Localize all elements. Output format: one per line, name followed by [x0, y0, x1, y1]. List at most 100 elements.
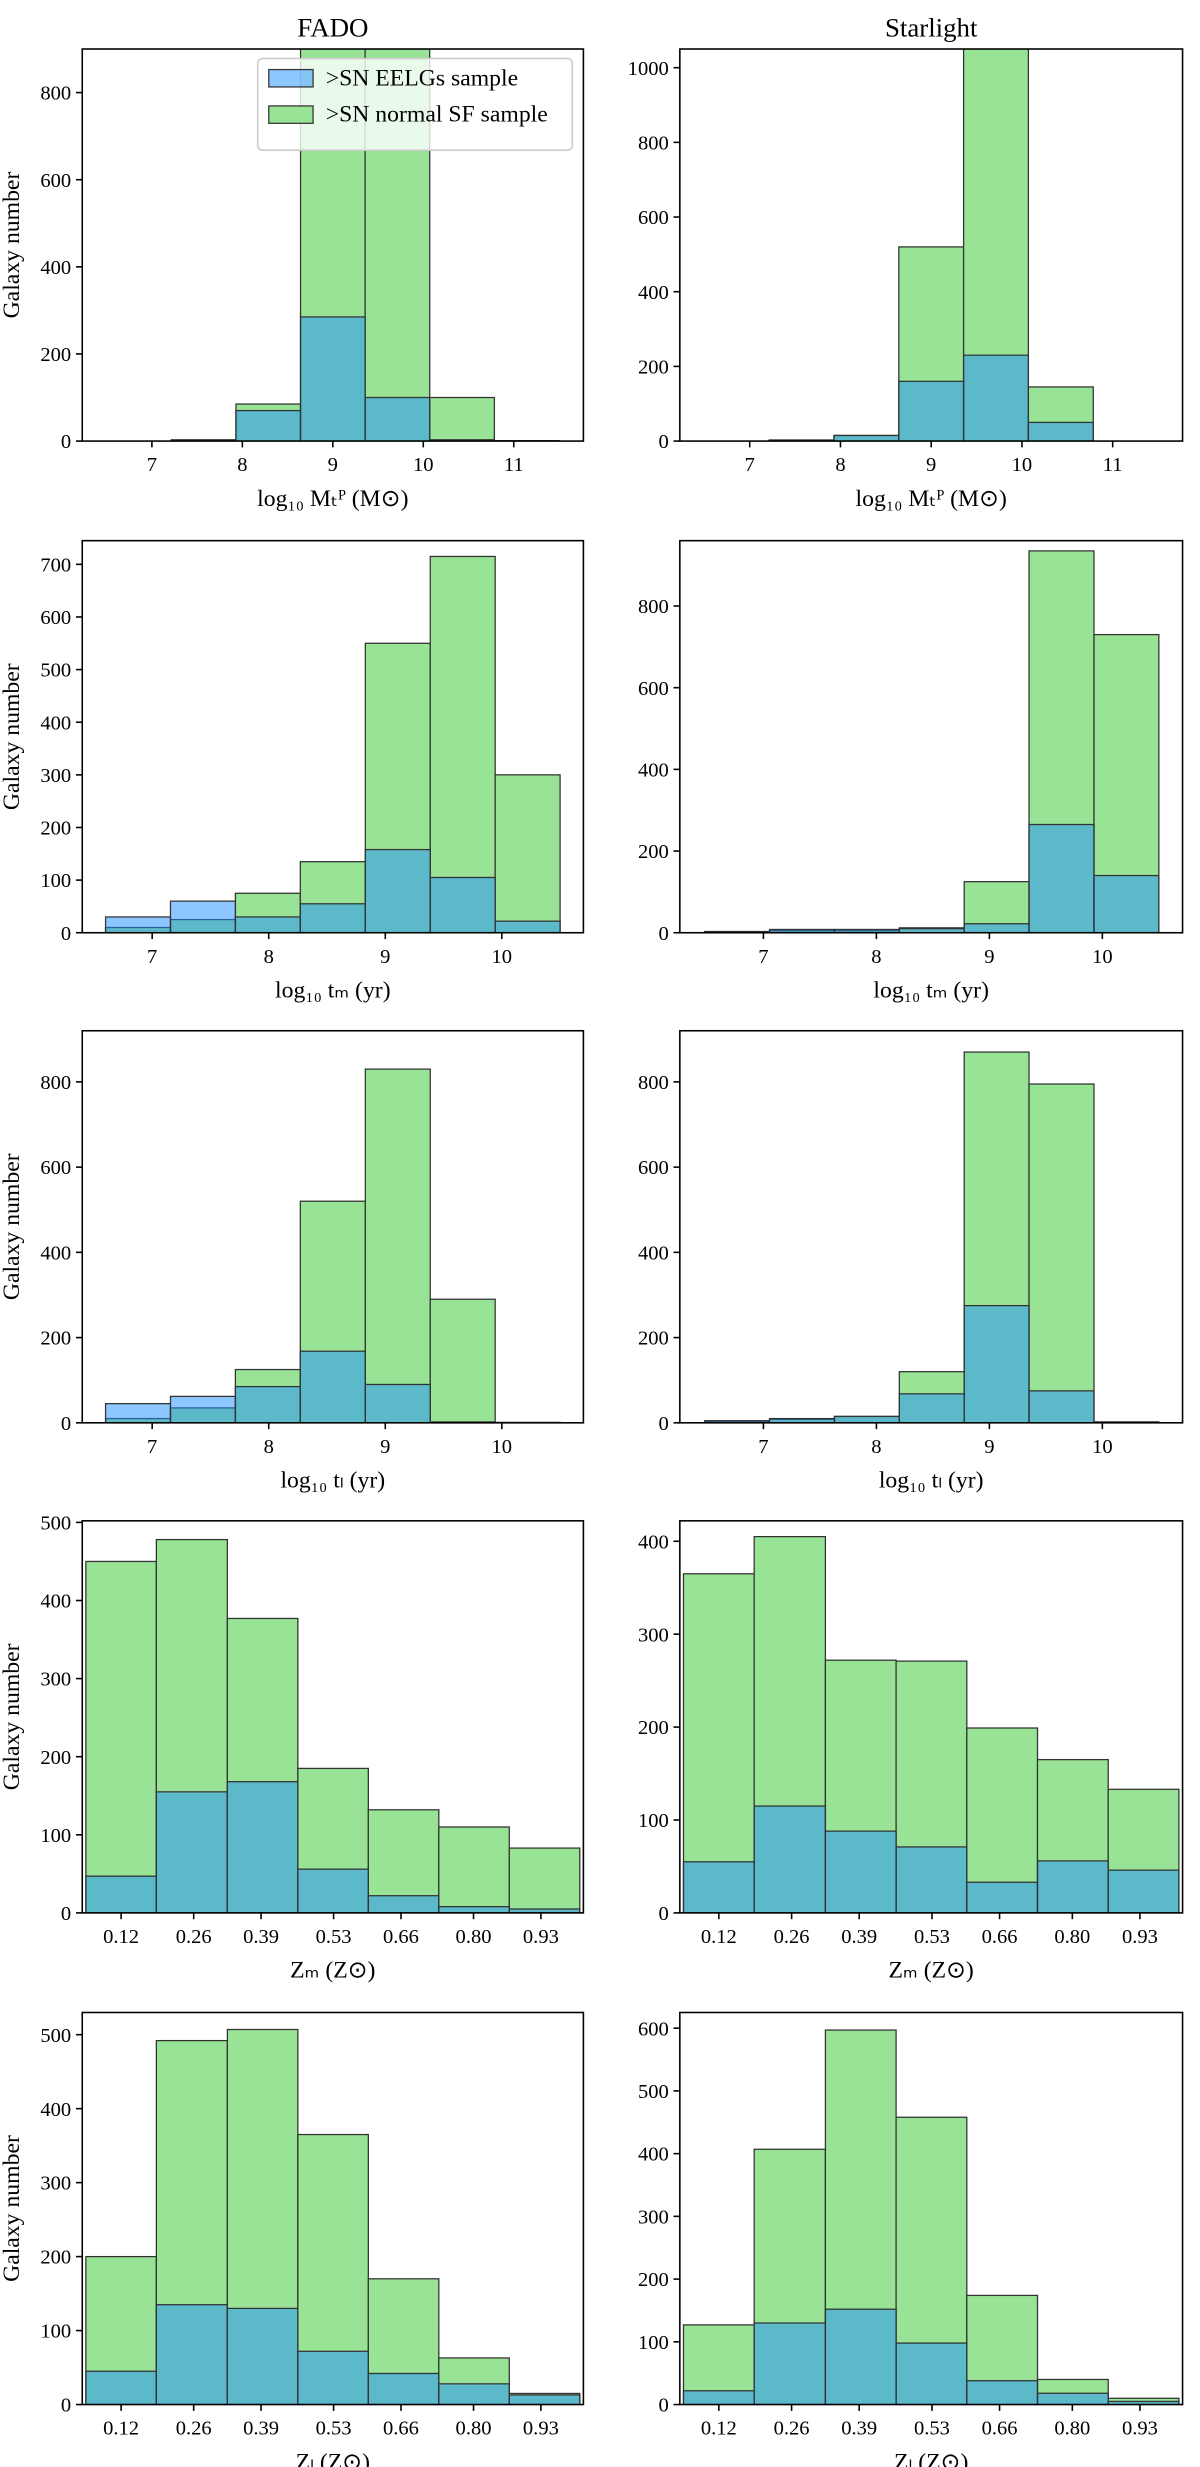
x-tick-label: 0.12	[701, 1926, 737, 1948]
bar	[438, 1826, 510, 1913]
x-axis-label: log₁₀ Mₜᴾ (M⊙)	[856, 486, 1007, 512]
y-tick-label: 400	[638, 2144, 669, 2166]
x-axis-label: log₁₀ tₗ (yr)	[879, 1468, 984, 1494]
y-tick-label: 200	[638, 2269, 669, 2291]
y-tick-label: 100	[40, 870, 71, 892]
plot-area	[104, 555, 561, 933]
x-tick-label: 8	[871, 1436, 881, 1458]
bar	[833, 1415, 900, 1423]
y-tick-label: 200	[638, 841, 669, 863]
x-tick-label: 0.26	[774, 2418, 810, 2440]
x-tick-label: 0.66	[383, 1926, 419, 1948]
plot-area	[104, 1068, 561, 1423]
bar	[438, 2383, 510, 2405]
bar	[104, 1403, 172, 1423]
y-tick-label: 600	[638, 1157, 669, 1179]
y-tick-label: 200	[40, 344, 71, 366]
bar	[299, 316, 366, 442]
x-tick-label: 11	[504, 454, 524, 476]
bar	[429, 876, 496, 933]
plot-area	[85, 1538, 581, 1913]
y-tick-label: 400	[40, 257, 71, 279]
y-tick-label: 0	[658, 431, 668, 453]
y-tick-label: 200	[638, 1328, 669, 1350]
bar	[104, 916, 172, 933]
bar	[364, 848, 431, 933]
x-tick-label: 8	[264, 1436, 274, 1458]
y-tick-label: 0	[61, 1903, 71, 1925]
x-tick-label: 0.12	[701, 2418, 737, 2440]
bar	[682, 1573, 755, 1913]
y-tick-label: 100	[40, 1825, 71, 1847]
bar	[494, 774, 561, 933]
x-tick-label: 7	[147, 454, 157, 476]
bar	[155, 2304, 228, 2405]
bar	[155, 1791, 228, 1913]
x-tick-label: 9	[926, 454, 936, 476]
x-tick-label: 0.93	[1122, 1926, 1158, 1948]
bar	[1028, 1390, 1095, 1423]
x-tick-label: 10	[1092, 946, 1113, 968]
axes-frame	[81, 1029, 585, 1424]
bar	[682, 2390, 755, 2405]
y-tick-label: 100	[40, 2321, 71, 2343]
bar	[508, 1908, 581, 1913]
y-tick-label: 400	[638, 282, 669, 304]
y-tick-label: 700	[40, 554, 71, 576]
y-tick-label: 200	[40, 1747, 71, 1769]
y-tick-label: 600	[638, 2018, 669, 2040]
bar	[169, 1395, 237, 1423]
x-tick-label: 0.80	[456, 1926, 492, 1948]
y-axis-label: Galaxy number	[0, 1153, 25, 1300]
y-tick-label: 0	[61, 2395, 71, 2417]
y-tick-label: 0	[658, 1413, 668, 1435]
x-tick-label: 0.66	[383, 2418, 419, 2440]
x-tick-label: 10	[1012, 454, 1033, 476]
x-tick-label: 7	[147, 946, 157, 968]
bar	[234, 916, 301, 933]
bar	[1093, 874, 1160, 933]
legend-label: >SN normal SF sample	[326, 102, 548, 128]
panel-title: FADO	[297, 12, 368, 42]
x-tick-label: 0.12	[103, 2418, 139, 2440]
bar	[85, 2370, 157, 2405]
y-tick-label: 400	[40, 1242, 71, 1264]
x-axis-label: Zₘ (Z⊙)	[889, 1958, 974, 1984]
axes-frame	[679, 539, 1184, 934]
y-tick-label: 0	[658, 2395, 668, 2417]
bar	[1107, 1869, 1180, 1913]
y-tick-label: 500	[40, 1513, 71, 1535]
y-tick-label: 500	[40, 2025, 71, 2047]
x-axis-label: Zₗ (Z⊙)	[296, 2449, 370, 2467]
bar	[898, 1393, 965, 1423]
bar	[169, 900, 237, 933]
axes-frame	[81, 2011, 585, 2406]
y-tick-label: 800	[638, 1072, 669, 1094]
x-axis-label: log₁₀ tₘ (yr)	[873, 978, 989, 1004]
x-axis-label: log₁₀ Mₜᴾ (M⊙)	[257, 486, 408, 512]
x-tick-label: 0.39	[243, 1926, 279, 1948]
x-tick-label: 0.53	[316, 2418, 352, 2440]
plot-area	[682, 1535, 1180, 1913]
bar	[85, 1875, 157, 1913]
legend-swatch	[268, 105, 314, 124]
y-tick-label: 600	[40, 607, 71, 629]
x-tick-label: 11	[1103, 454, 1123, 476]
bar	[234, 1385, 301, 1423]
x-tick-label: 8	[871, 946, 881, 968]
bar	[824, 2308, 897, 2405]
x-tick-label: 0.26	[176, 2418, 212, 2440]
x-tick-label: 0.93	[523, 2418, 559, 2440]
bar	[85, 1560, 157, 1913]
axes-frame	[679, 2011, 1184, 2406]
x-tick-label: 10	[492, 946, 513, 968]
x-tick-label: 0.53	[914, 2418, 950, 2440]
bar	[1028, 823, 1095, 933]
y-tick-label: 800	[40, 1072, 71, 1094]
x-tick-label: 7	[745, 454, 755, 476]
x-axis-label: log₁₀ tₘ (yr)	[275, 978, 391, 1004]
bar	[508, 1847, 581, 1913]
bar	[364, 396, 431, 442]
y-tick-label: 400	[638, 1531, 669, 1553]
axes-frame	[679, 1029, 1184, 1424]
